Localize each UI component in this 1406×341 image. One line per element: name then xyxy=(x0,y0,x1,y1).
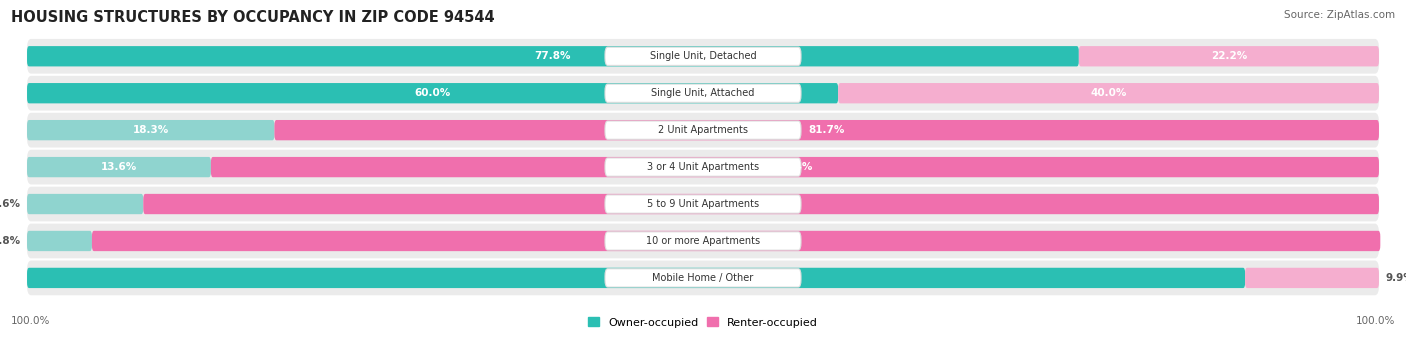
FancyBboxPatch shape xyxy=(27,187,1379,221)
Text: 77.8%: 77.8% xyxy=(534,51,571,61)
Text: 100.0%: 100.0% xyxy=(11,315,51,326)
FancyBboxPatch shape xyxy=(605,121,801,139)
Text: 86.4%: 86.4% xyxy=(776,162,813,172)
FancyBboxPatch shape xyxy=(27,157,211,177)
Text: 40.0%: 40.0% xyxy=(1091,88,1126,98)
FancyBboxPatch shape xyxy=(27,46,1078,66)
FancyBboxPatch shape xyxy=(27,76,1379,110)
FancyBboxPatch shape xyxy=(27,261,1379,295)
FancyBboxPatch shape xyxy=(838,83,1379,103)
Text: 5 to 9 Unit Apartments: 5 to 9 Unit Apartments xyxy=(647,199,759,209)
FancyBboxPatch shape xyxy=(27,113,1379,148)
FancyBboxPatch shape xyxy=(605,84,801,102)
Text: 91.4%: 91.4% xyxy=(742,199,779,209)
FancyBboxPatch shape xyxy=(605,232,801,250)
Text: 2 Unit Apartments: 2 Unit Apartments xyxy=(658,125,748,135)
FancyBboxPatch shape xyxy=(605,269,801,287)
FancyBboxPatch shape xyxy=(27,83,838,103)
Text: 18.3%: 18.3% xyxy=(132,125,169,135)
FancyBboxPatch shape xyxy=(27,194,143,214)
Text: 13.6%: 13.6% xyxy=(101,162,138,172)
FancyBboxPatch shape xyxy=(274,120,1379,140)
Text: Single Unit, Attached: Single Unit, Attached xyxy=(651,88,755,98)
FancyBboxPatch shape xyxy=(1078,46,1379,66)
Text: 8.6%: 8.6% xyxy=(0,199,20,209)
FancyBboxPatch shape xyxy=(605,158,801,176)
Text: 10 or more Apartments: 10 or more Apartments xyxy=(645,236,761,246)
Text: Single Unit, Detached: Single Unit, Detached xyxy=(650,51,756,61)
Text: 4.8%: 4.8% xyxy=(0,236,20,246)
FancyBboxPatch shape xyxy=(211,157,1379,177)
FancyBboxPatch shape xyxy=(27,150,1379,184)
Text: Mobile Home / Other: Mobile Home / Other xyxy=(652,273,754,283)
Text: HOUSING STRUCTURES BY OCCUPANCY IN ZIP CODE 94544: HOUSING STRUCTURES BY OCCUPANCY IN ZIP C… xyxy=(11,10,495,25)
FancyBboxPatch shape xyxy=(605,47,801,65)
Legend: Owner-occupied, Renter-occupied: Owner-occupied, Renter-occupied xyxy=(583,313,823,332)
FancyBboxPatch shape xyxy=(91,231,1381,251)
FancyBboxPatch shape xyxy=(143,194,1379,214)
Text: 81.7%: 81.7% xyxy=(808,125,845,135)
FancyBboxPatch shape xyxy=(27,120,274,140)
FancyBboxPatch shape xyxy=(27,224,1379,258)
Text: 100.0%: 100.0% xyxy=(1355,315,1395,326)
Text: 9.9%: 9.9% xyxy=(1386,273,1406,283)
Text: 95.3%: 95.3% xyxy=(718,236,754,246)
FancyBboxPatch shape xyxy=(27,39,1379,74)
Text: Source: ZipAtlas.com: Source: ZipAtlas.com xyxy=(1284,10,1395,20)
FancyBboxPatch shape xyxy=(605,195,801,213)
Text: 22.2%: 22.2% xyxy=(1211,51,1247,61)
FancyBboxPatch shape xyxy=(1246,268,1379,288)
FancyBboxPatch shape xyxy=(27,231,91,251)
Text: 3 or 4 Unit Apartments: 3 or 4 Unit Apartments xyxy=(647,162,759,172)
Text: 60.0%: 60.0% xyxy=(415,88,451,98)
Text: 90.1%: 90.1% xyxy=(619,273,654,283)
FancyBboxPatch shape xyxy=(27,268,1246,288)
